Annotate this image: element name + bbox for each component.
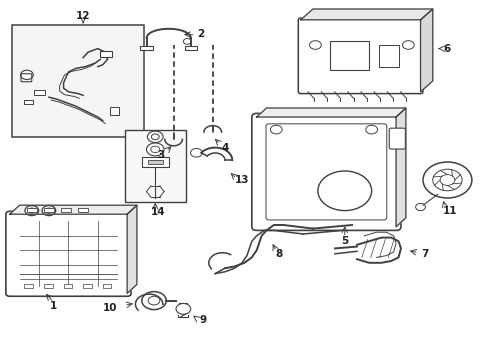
Polygon shape	[10, 205, 137, 214]
Text: 11: 11	[442, 206, 456, 216]
FancyBboxPatch shape	[251, 113, 400, 230]
Text: 5: 5	[341, 236, 347, 246]
Bar	[61, 208, 71, 212]
Bar	[140, 46, 152, 50]
Text: 14: 14	[150, 207, 164, 217]
Bar	[78, 208, 88, 212]
Bar	[44, 208, 54, 212]
Bar	[83, 284, 92, 288]
Bar	[24, 284, 33, 288]
Bar	[100, 51, 112, 57]
FancyBboxPatch shape	[21, 74, 32, 82]
Polygon shape	[300, 9, 432, 20]
FancyBboxPatch shape	[388, 128, 405, 149]
Text: 7: 7	[421, 249, 428, 259]
Text: 4: 4	[221, 143, 228, 153]
Bar	[12, 25, 144, 137]
Bar	[124, 130, 185, 202]
Text: 9: 9	[199, 315, 206, 325]
Bar	[142, 157, 169, 167]
Polygon shape	[420, 9, 432, 92]
Text: 2: 2	[197, 29, 203, 39]
Text: 1: 1	[50, 301, 57, 311]
Text: 8: 8	[275, 249, 282, 259]
Bar	[44, 284, 53, 288]
Bar	[34, 90, 45, 95]
Bar	[147, 160, 162, 164]
Bar	[27, 208, 37, 212]
Text: 3: 3	[158, 150, 164, 160]
Bar	[102, 284, 111, 288]
Bar	[329, 41, 368, 70]
Polygon shape	[395, 108, 405, 227]
Bar	[24, 100, 33, 104]
Bar	[184, 46, 197, 50]
Bar	[110, 107, 119, 115]
Text: 13: 13	[234, 175, 249, 185]
Text: 12: 12	[76, 11, 90, 21]
Polygon shape	[127, 205, 137, 293]
Polygon shape	[256, 108, 405, 117]
FancyBboxPatch shape	[298, 18, 422, 94]
FancyBboxPatch shape	[6, 211, 131, 296]
Bar	[378, 45, 398, 67]
Bar	[63, 284, 72, 288]
Text: 6: 6	[443, 44, 450, 54]
Text: 10: 10	[102, 303, 117, 313]
